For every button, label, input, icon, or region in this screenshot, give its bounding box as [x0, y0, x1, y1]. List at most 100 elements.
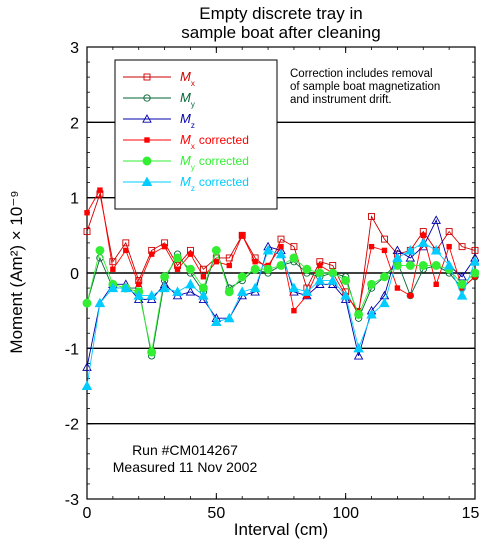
- data-point: [431, 215, 441, 224]
- correction-note: Correction includes removal of sample bo…: [290, 68, 440, 106]
- data-point: [213, 259, 220, 265]
- data-point: [187, 251, 194, 257]
- legend-entry-3: Mx corrected: [123, 132, 249, 151]
- legend-marker-2: [142, 114, 152, 123]
- legend-label-4: My corrected: [180, 153, 249, 172]
- data-point: [394, 285, 401, 291]
- data-point: [431, 261, 441, 270]
- data-point: [341, 276, 351, 285]
- chart-title-line-2: sample boat after cleaning: [181, 23, 380, 42]
- legend-entry-5: Mz corrected: [123, 174, 249, 193]
- legend-label-5: Mz corrected: [180, 174, 249, 193]
- data-point: [405, 244, 416, 255]
- data-point: [405, 261, 415, 270]
- data-point: [122, 239, 130, 247]
- data-point: [433, 281, 439, 287]
- data-point: [82, 362, 92, 371]
- data-point: [418, 237, 429, 247]
- x-tick-label-3: 150: [462, 505, 479, 522]
- run-info: Run #CM014267 Measured 11 Nov 2002: [113, 442, 258, 475]
- data-point: [291, 307, 297, 314]
- data-point: [249, 282, 261, 293]
- data-point: [160, 272, 170, 282]
- data-point: [317, 262, 323, 269]
- y-tick-label-4: -1: [65, 341, 79, 358]
- data-point: [289, 253, 299, 263]
- data-point: [97, 187, 103, 193]
- data-point: [237, 272, 247, 282]
- data-point: [239, 232, 245, 239]
- data-point: [174, 266, 181, 272]
- y-tick-label-5: -2: [65, 417, 79, 434]
- data-point: [148, 251, 155, 257]
- data-point: [211, 316, 222, 327]
- data-point: [354, 309, 364, 319]
- legend-entry-0: Mx: [123, 69, 195, 88]
- data-point: [314, 275, 326, 285]
- data-point: [301, 286, 313, 296]
- data-point: [379, 297, 390, 308]
- data-point: [95, 245, 105, 255]
- y-tick-label-6: -3: [65, 492, 79, 509]
- y-axis-label: Moment (Am²) × 10⁻⁹: [7, 190, 26, 353]
- legend-marker-5: [141, 176, 153, 187]
- series-5: [81, 237, 479, 391]
- data-point: [238, 231, 246, 239]
- correction-note-line-1: Correction includes removal: [290, 68, 433, 80]
- data-point: [290, 243, 298, 251]
- data-point: [147, 347, 157, 357]
- data-point: [407, 292, 414, 299]
- data-point: [445, 228, 453, 236]
- run-date-label: Measured 11 Nov 2002: [113, 459, 258, 475]
- data-point: [368, 243, 375, 250]
- data-point: [120, 282, 132, 293]
- legend-marker-0: [143, 73, 151, 81]
- legend-entry-1: My: [123, 90, 195, 109]
- data-point: [94, 297, 106, 308]
- data-point: [353, 342, 364, 353]
- data-point: [392, 252, 403, 262]
- data-point: [329, 262, 337, 269]
- x-tick-label-1: 50: [207, 505, 225, 522]
- y-tick-label-0: 3: [70, 40, 79, 57]
- data-point: [226, 262, 232, 269]
- data-point: [185, 278, 196, 289]
- data-point: [456, 290, 468, 300]
- data-point: [340, 290, 351, 300]
- data-point: [380, 272, 389, 282]
- data-point: [469, 256, 479, 266]
- data-point: [83, 228, 91, 236]
- data-point: [136, 281, 142, 287]
- legend-entry-2: Mz: [123, 111, 195, 130]
- data-point: [123, 247, 129, 254]
- data-point: [446, 243, 452, 250]
- legend-label-1: My: [180, 90, 195, 109]
- data-point: [353, 350, 364, 360]
- data-point: [198, 290, 209, 300]
- x-tick-label-2: 100: [332, 505, 359, 522]
- data-point: [368, 213, 375, 220]
- data-point: [250, 264, 260, 274]
- data-point: [381, 235, 388, 243]
- data-point: [200, 274, 207, 280]
- run-id-label: Run #CM014267: [132, 442, 238, 458]
- legend-label-3: Mx corrected: [180, 132, 249, 151]
- data-point: [420, 232, 426, 239]
- data-point: [199, 265, 207, 273]
- y-tick-label-2: 1: [70, 191, 79, 208]
- correction-note-line-3: and instrument drift.: [290, 94, 392, 106]
- data-point: [236, 286, 248, 296]
- data-point: [262, 244, 274, 255]
- data-point: [278, 243, 284, 250]
- y-tick-label-1: 2: [70, 115, 79, 132]
- x-axis-label: Interval (cm): [234, 520, 328, 539]
- legend-label-0: Mx: [180, 69, 195, 88]
- plot-area: 3 2 1 0 -1 -2 -3 0 50 100 150: [65, 40, 479, 522]
- legend-marker-3: [144, 137, 150, 143]
- data-point: [81, 380, 93, 391]
- y-axis-ticks: 3 2 1 0 -1 -2 -3: [65, 40, 475, 509]
- data-point: [458, 243, 466, 251]
- data-point: [277, 235, 285, 243]
- data-point: [224, 312, 235, 323]
